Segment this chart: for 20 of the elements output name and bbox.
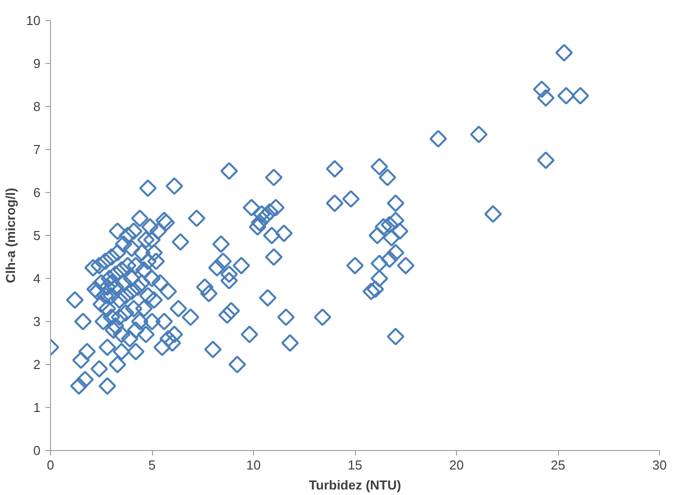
y-tick-label: 6 (33, 185, 41, 200)
y-tick-label: 7 (33, 142, 41, 157)
x-tick-label: 10 (246, 458, 261, 472)
y-tick-label: 4 (33, 271, 41, 286)
y-tick-label: 10 (26, 13, 41, 28)
x-tick-label: 5 (148, 458, 156, 472)
x-tick-label: 25 (550, 458, 566, 472)
x-axis-title: Turbidez (NTU) (308, 478, 402, 492)
x-tick-label: 0 (46, 458, 54, 472)
y-tick-label: 3 (33, 314, 41, 329)
y-axis-title: Clh-a (microg/l) (3, 188, 18, 284)
x-tick-label: 30 (652, 458, 667, 472)
x-tick-label: 15 (348, 458, 362, 472)
y-tick-label: 1 (33, 400, 41, 415)
y-tick-label: 0 (33, 443, 41, 458)
x-tick-label: 20 (449, 458, 464, 472)
y-tick-label: 8 (33, 99, 41, 114)
y-tick-label: 9 (33, 56, 41, 71)
y-tick-label: 5 (33, 228, 41, 243)
y-tick-label: 2 (33, 357, 41, 372)
